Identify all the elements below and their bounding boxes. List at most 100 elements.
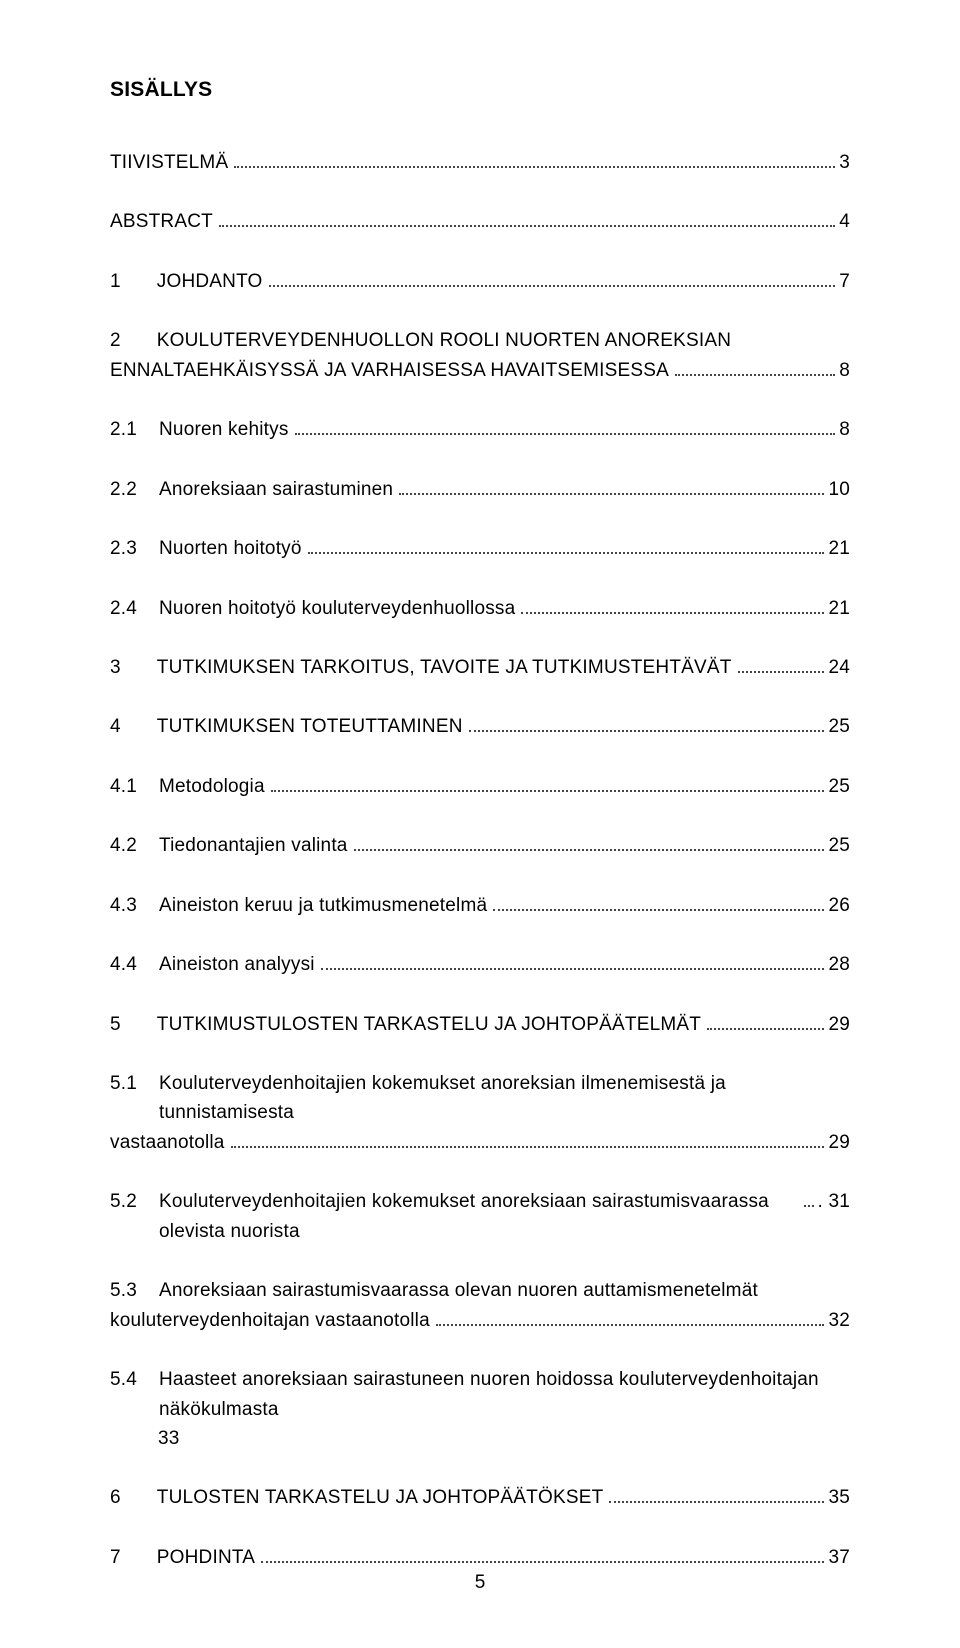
toc-entry-page: 25	[828, 712, 850, 741]
toc-dot-leader	[295, 418, 836, 435]
toc-blank	[110, 237, 850, 267]
toc-entry: 2KOULUTERVEYDENHUOLLON ROOLI NUORTEN ANO…	[110, 326, 850, 385]
toc-blank	[110, 682, 850, 712]
toc-entry-number: 5.3	[110, 1276, 137, 1305]
toc-dot-leader	[234, 151, 835, 168]
toc-dot-leader	[308, 537, 825, 554]
toc-entry-line1: 5.3 Anoreksiaan sairastumisvaarassa oleva…	[110, 1276, 850, 1305]
toc-entry-page: 21	[828, 534, 850, 563]
toc-entry-number: 4.3	[110, 891, 137, 920]
toc-entry-line2: kouluterveydenhoitajan vastaanotolla 32	[110, 1306, 850, 1335]
toc-dot-leader	[354, 834, 825, 851]
toc-entry: 1 JOHDANTO 7	[110, 267, 850, 296]
toc-entry-number: 2.2	[110, 475, 137, 504]
toc-entry-page: 26	[828, 891, 850, 920]
toc-entry-page: 10	[828, 475, 850, 504]
toc-blank	[110, 445, 850, 475]
toc-dot-leader	[738, 656, 825, 673]
toc-entry: 2.1 Nuoren kehitys 8	[110, 415, 850, 444]
toc-blank	[110, 385, 850, 415]
toc-entry-number: 4	[110, 712, 121, 741]
toc-dot-leader	[469, 715, 825, 732]
toc-entry: 4.2 Tiedonantajien valinta 25	[110, 831, 850, 860]
toc-blank	[110, 980, 850, 1010]
toc-entry-line1: 5.1 Kouluterveydenhoitajien kokemukset an…	[110, 1069, 850, 1128]
toc-entry-page: 24	[828, 653, 850, 682]
toc-dot-leader	[804, 1190, 814, 1207]
toc-entry-label: Kouluterveydenhoitajien kokemukset anore…	[159, 1069, 850, 1128]
toc-entry-page: 28	[828, 950, 850, 979]
toc-entry-line2: ENNALTAEHKÄISYSSÄ JA VARHAISESSA HAVAITS…	[110, 356, 850, 385]
toc-entry-page: 25	[828, 831, 850, 860]
toc-blank	[110, 564, 850, 594]
toc-entry-number: 4.4	[110, 950, 137, 979]
toc-entry-page: 7	[839, 267, 850, 296]
toc-dot-leader	[493, 894, 824, 911]
toc-entry-page: 21	[828, 594, 850, 623]
toc-blank	[110, 1039, 850, 1069]
toc-dot-leader	[609, 1486, 824, 1503]
toc-entry: 2.4 Nuoren hoitotyö kouluterveydenhuollos…	[110, 594, 850, 623]
toc-entry-label: Metodologia	[159, 772, 265, 801]
toc-entry-number: 5	[110, 1010, 121, 1039]
toc-entry: 5.2Kouluterveydenhoitajien kokemukset an…	[110, 1187, 850, 1246]
toc-dot-leader	[261, 1546, 824, 1563]
toc-entry: 2.2 Anoreksiaan sairastuminen 10	[110, 475, 850, 504]
toc-entry-number: 5.1	[110, 1069, 137, 1098]
toc-entry-page: 3	[839, 148, 850, 177]
toc-entry-label: JOHDANTO	[157, 267, 263, 296]
toc-entry-label: Nuorten hoitotyö	[159, 534, 302, 563]
toc-entry: ABSTRACT 4	[110, 207, 850, 236]
toc-entry-number: 2.3	[110, 534, 137, 563]
toc-entry-line1: 2KOULUTERVEYDENHUOLLON ROOLI NUORTEN ANO…	[110, 326, 850, 355]
toc-dot-leader	[321, 953, 825, 970]
toc-entry-label: TUTKIMUKSEN TARKOITUS, TAVOITE JA TUTKIM…	[157, 653, 732, 682]
toc-entry-number: 2.1	[110, 415, 137, 444]
toc-dot-leader	[269, 270, 836, 287]
toc-entry: TIIVISTELMÄ 3	[110, 148, 850, 177]
toc-dot-leader	[707, 1012, 824, 1029]
toc-entry-label: TIIVISTELMÄ	[110, 148, 228, 177]
toc-entry-label: Anoreksiaan sairastumisvaarassa olevan n…	[159, 1276, 758, 1305]
toc-blank	[110, 504, 850, 534]
toc-entry-label: Tiedonantajien valinta	[159, 831, 348, 860]
toc-entry: 4.1Metodologia 25	[110, 772, 850, 801]
toc-entry-label: kouluterveydenhoitajan vastaanotolla	[110, 1306, 430, 1335]
toc-blank	[110, 177, 850, 207]
toc-entry-number: 2.4	[110, 594, 137, 623]
toc-entry-label: TUTKIMUKSEN TOTEUTTAMINEN	[157, 712, 463, 741]
page-number: 5	[0, 1572, 960, 1594]
toc-blank	[110, 861, 850, 891]
toc-entry-label: ENNALTAEHKÄISYSSÄ JA VARHAISESSA HAVAITS…	[110, 356, 669, 385]
toc-blank	[110, 742, 850, 772]
toc-entry-label: Aineiston analyysi	[159, 950, 315, 979]
toc-entry-page: 8	[839, 415, 850, 444]
toc-entry-page: 33	[110, 1424, 850, 1453]
toc-entry-label: Anoreksiaan sairastuminen	[159, 475, 393, 504]
toc-blank	[110, 1335, 850, 1365]
toc-entry-label: KOULUTERVEYDENHUOLLON ROOLI NUORTEN ANOR…	[157, 326, 731, 355]
toc-dot-leader	[675, 359, 835, 376]
toc-entry-number: 4.1	[110, 772, 137, 801]
toc-entry-page: 35	[828, 1483, 850, 1512]
toc-entry-page: 29	[828, 1128, 850, 1157]
toc-entry: 5.3 Anoreksiaan sairastumisvaarassa oleva…	[110, 1276, 850, 1335]
toc-entry-label: Nuoren kehitys	[159, 415, 289, 444]
toc-entry-page: 29	[828, 1010, 850, 1039]
toc-dot-leader	[231, 1131, 825, 1148]
toc-entry-number: 5.2	[110, 1187, 137, 1216]
toc-entry-label: vastaanotolla	[110, 1128, 225, 1157]
toc-entry-number: 3	[110, 653, 121, 682]
toc-entry-label: Nuoren hoitotyö kouluterveydenhuollossa	[159, 594, 515, 623]
toc-entry-number: 4.2	[110, 831, 137, 860]
toc-entry-label: ABSTRACT	[110, 207, 213, 236]
toc-entry-number: 1	[110, 267, 121, 296]
toc-entry: 5.4Haasteet anoreksiaan sairastuneen nuo…	[110, 1365, 850, 1453]
toc-entry-label: POHDINTA	[157, 1543, 255, 1572]
document-page: SISÄLLYS TIIVISTELMÄ 3 ABSTRACT 4 1 JOHDANT…	[0, 0, 960, 1648]
toc-entry-number: 6	[110, 1483, 121, 1512]
toc-dot-leader	[399, 477, 824, 494]
toc-heading: SISÄLLYS	[110, 78, 850, 102]
toc-entry-page: 32	[828, 1306, 850, 1335]
toc-entry-number: 7	[110, 1543, 121, 1572]
